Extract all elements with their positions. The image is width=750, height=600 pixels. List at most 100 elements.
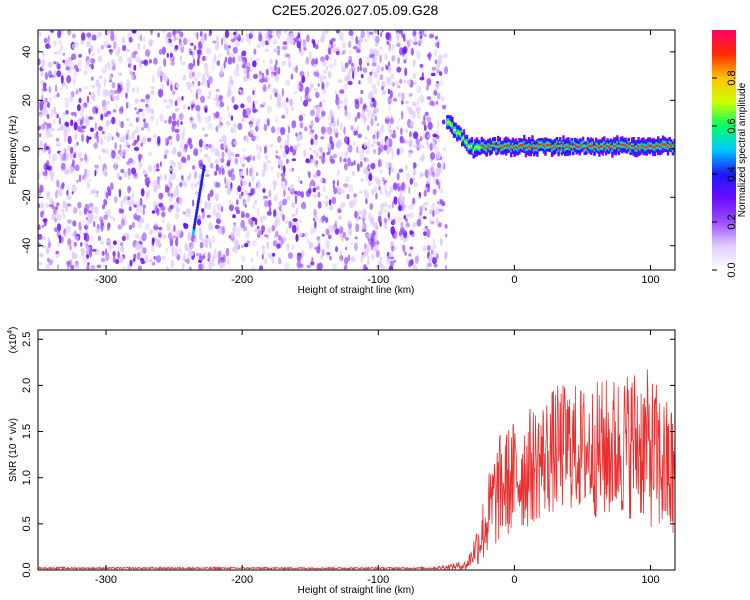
spectrogram-noise-cell xyxy=(202,73,206,82)
colorbar-tick-label: 0.0 xyxy=(726,262,738,277)
spectrogram-noise-cell xyxy=(196,252,200,257)
spectrogram-noise-cell xyxy=(322,186,326,192)
spectrogram-noise-cell xyxy=(242,64,246,69)
spectrogram-noise-cell xyxy=(138,153,142,161)
spectrogram-noise-cell xyxy=(145,94,151,100)
spectrogram-noise-cell xyxy=(146,189,151,198)
spectrogram-noise-cell xyxy=(146,177,150,184)
spectrogram-noise-cell xyxy=(93,142,98,149)
spectrogram-noise-cell xyxy=(400,221,404,227)
spectrogram-noise-cell xyxy=(77,125,81,133)
spectrogram-noise-cell xyxy=(193,148,199,157)
spectrogram-signal-cell xyxy=(626,145,629,149)
spectrogram-noise-cell xyxy=(150,30,153,36)
spectrogram-noise-cell xyxy=(214,170,218,176)
spectrogram-noise-cell xyxy=(293,90,298,95)
spectrogram-noise-cell xyxy=(278,159,284,166)
spectrogram-noise-cell xyxy=(363,141,367,149)
spectrogram-noise-cell xyxy=(67,238,72,247)
spectrogram-noise-cell xyxy=(272,39,278,45)
spectrogram-noise-cell xyxy=(367,255,370,259)
spectrogram-noise-cell xyxy=(218,53,223,57)
spectrogram-signal-cell xyxy=(585,147,588,149)
spectrogram-noise-cell xyxy=(41,94,44,101)
spectrogram-noise-cell xyxy=(374,176,379,183)
spectrogram-noise-cell xyxy=(318,155,323,160)
spectrogram-noise-cell xyxy=(207,122,213,130)
spectrogram-noise-cell xyxy=(373,136,377,140)
spectrogram-noise-cell xyxy=(278,205,282,211)
spectrogram-noise-cell xyxy=(66,203,71,207)
spectrogram-noise-cell xyxy=(207,193,211,201)
spectrogram-noise-cell xyxy=(405,257,410,265)
spectrogram-noise-cell xyxy=(249,128,254,135)
spectrogram-noise-cell xyxy=(409,246,414,250)
spectrogram-noise-cell xyxy=(265,32,268,40)
spectrogram-noise-cell xyxy=(131,199,135,206)
spectrogram-noise-cell xyxy=(103,132,107,141)
spectrogram-noise-cell xyxy=(429,100,434,106)
spectrogram-noise-layer xyxy=(38,30,449,270)
spectrogram-noise-cell xyxy=(139,257,144,262)
spectrogram-noise-cell xyxy=(316,246,321,254)
spectrogram-noise-cell xyxy=(203,251,207,256)
spectrogram-noise-cell xyxy=(199,241,204,249)
spectrogram-signal-cell xyxy=(477,146,480,149)
spectrogram-noise-cell xyxy=(374,42,379,47)
spectrogram-signal-cell xyxy=(464,140,467,143)
spectrogram-noise-cell xyxy=(74,164,80,172)
spectrogram-noise-cell xyxy=(126,83,130,93)
spectrogram-noise-cell xyxy=(247,114,250,120)
spectrogram-noise-cell xyxy=(319,56,326,62)
spectrogram-noise-cell xyxy=(131,192,135,199)
spectrogram-noise-cell xyxy=(269,143,274,148)
spectrogram-noise-cell xyxy=(354,210,358,219)
spectrogram-noise-cell xyxy=(47,45,51,49)
spectrogram-noise-cell xyxy=(171,246,175,254)
spectrogram-noise-cell xyxy=(38,233,43,240)
spectrogram-noise-cell xyxy=(45,263,50,269)
spectrogram-noise-cell xyxy=(98,75,103,79)
spectrogram-noise-cell xyxy=(48,134,53,138)
spectrogram-noise-cell xyxy=(152,74,155,84)
spectrogram-noise-cell xyxy=(97,223,100,230)
spectrogram-noise-cell xyxy=(153,164,157,173)
spectrogram-noise-cell xyxy=(304,126,308,132)
spectrogram-noise-cell xyxy=(55,253,61,257)
spectrogram-noise-cell xyxy=(313,87,319,92)
spectrogram-noise-cell xyxy=(86,95,90,104)
spectrogram-noise-cell xyxy=(232,123,237,129)
spectrogram-noise-cell xyxy=(217,250,222,259)
spectrogram-noise-cell xyxy=(173,201,179,208)
spectrogram-noise-cell xyxy=(175,133,180,142)
spectrogram-signal-cell xyxy=(519,144,523,147)
spectrogram-noise-cell xyxy=(239,157,242,165)
spectrogram-noise-cell xyxy=(438,222,442,228)
spectrogram-noise-cell xyxy=(38,31,42,37)
spectrogram-noise-cell xyxy=(282,165,286,174)
spectrogram-noise-cell xyxy=(42,218,48,223)
spectrogram-noise-cell xyxy=(432,209,435,217)
spectrogram-noise-cell xyxy=(170,259,175,269)
spectrogram-noise-cell xyxy=(74,41,79,47)
spectrogram-noise-cell xyxy=(331,196,337,205)
spectrogram-noise-cell xyxy=(194,170,197,180)
spectrogram-noise-cell xyxy=(355,130,358,136)
spectrogram-noise-cell xyxy=(175,30,177,34)
snr-y-label: SNR (10 * v/v) xyxy=(8,418,19,482)
spectrogram-noise-cell xyxy=(397,204,403,212)
spectrogram-noise-cell xyxy=(121,44,127,52)
spectrogram-noise-cell xyxy=(88,91,91,96)
spectrogram-noise-cell xyxy=(416,84,420,94)
spectrogram-noise-cell xyxy=(74,64,78,70)
spectrogram-noise-cell xyxy=(372,55,378,64)
spectrogram-noise-cell xyxy=(320,136,325,140)
spectrogram-y-tick-label: -40 xyxy=(21,238,33,254)
spectrogram-noise-cell xyxy=(277,135,282,143)
spectrogram-noise-cell xyxy=(100,257,106,263)
spectrogram-noise-cell xyxy=(122,150,126,156)
spectrogram-x-tick-label: 0 xyxy=(511,274,517,286)
spectrogram-noise-cell xyxy=(49,74,55,78)
spectrogram-noise-cell xyxy=(261,39,266,48)
spectrogram-noise-cell xyxy=(56,61,59,70)
